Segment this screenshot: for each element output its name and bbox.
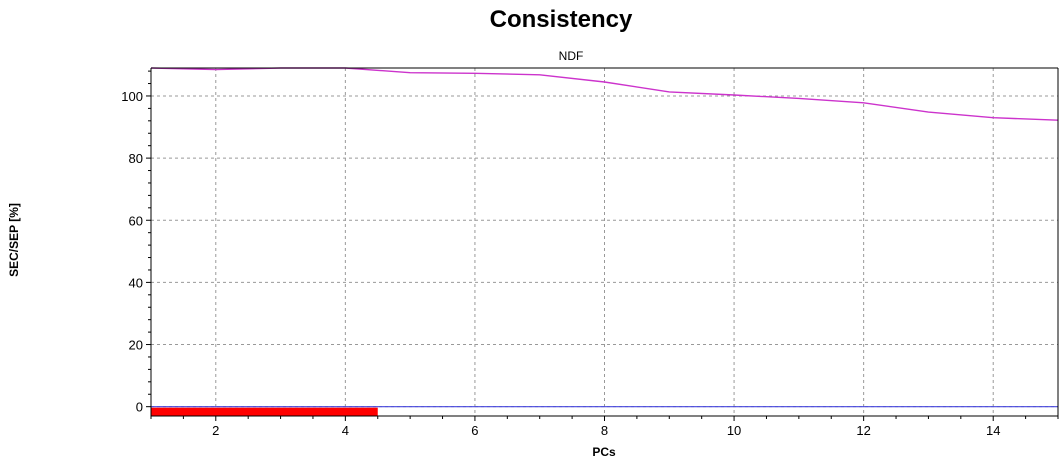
x-tick-label: 6 bbox=[471, 423, 478, 438]
x-axis-label: PCs bbox=[592, 445, 616, 459]
highlight-bar bbox=[151, 407, 378, 416]
x-tick-label: 2 bbox=[212, 423, 219, 438]
y-tick-label: 60 bbox=[129, 213, 143, 228]
y-tick-label: 20 bbox=[129, 338, 143, 353]
grid bbox=[151, 68, 1058, 416]
reference-layer bbox=[151, 406, 1058, 416]
y-tick-label: 40 bbox=[129, 275, 143, 290]
chart-title: Consistency bbox=[490, 6, 633, 33]
x-tick-label: 4 bbox=[342, 423, 349, 438]
x-tick-label: 14 bbox=[986, 423, 1000, 438]
x-tick-label: 8 bbox=[601, 423, 608, 438]
tick-labels: 2 4 6 8 10 12 14 0 20 40 60 80 100 bbox=[121, 89, 1000, 438]
x-tick-label: 10 bbox=[727, 423, 741, 438]
chart-subtitle: NDF bbox=[559, 49, 584, 63]
y-axis-label: SEC/SEP [%] bbox=[7, 203, 21, 277]
x-tick-label: 12 bbox=[856, 423, 870, 438]
axes bbox=[146, 67, 1059, 421]
y-tick-label: 80 bbox=[129, 151, 143, 166]
y-tick-label: 0 bbox=[136, 400, 143, 415]
y-tick-label: 100 bbox=[121, 89, 143, 104]
